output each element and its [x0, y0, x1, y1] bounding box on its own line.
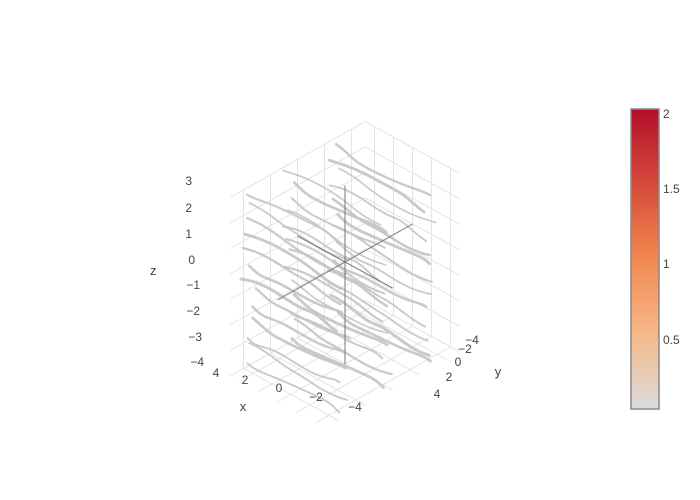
stream-tube[interactable]	[331, 197, 431, 257]
colorbar-gradient	[630, 108, 660, 410]
stream-tube[interactable]	[292, 181, 388, 234]
stream-tube[interactable]	[290, 337, 385, 389]
stream-tube[interactable]	[327, 158, 426, 214]
stream-tube[interactable]	[335, 240, 433, 295]
colorbar-tick: 2	[663, 107, 670, 121]
y-axis-ticks: −4 −2 0 2 4	[434, 333, 480, 401]
z-tick: −2	[186, 304, 200, 318]
stream-tube[interactable]	[282, 225, 380, 282]
colorbar-tick: 1.5	[663, 182, 680, 196]
z-tick: 3	[185, 174, 192, 188]
colorbar[interactable]: 2 1.5 1 0.5	[630, 107, 680, 410]
x-tick: 0	[276, 381, 283, 395]
x-axis-ticks: 4 2 0 −2 −4	[213, 366, 363, 414]
z-axis-title: z	[150, 263, 157, 278]
z-axis-ticks: 3 2 1 0 −1 −2 −3 −4	[185, 174, 204, 369]
stream-tube[interactable]	[329, 294, 431, 357]
stream-tube[interactable]	[251, 316, 348, 370]
z-tick: −3	[188, 330, 202, 344]
stream-tube[interactable]	[292, 293, 389, 347]
stream-tube[interactable]	[290, 197, 386, 249]
stream-tube[interactable]	[246, 362, 341, 414]
stream-tube[interactable]	[326, 269, 427, 328]
x-tick: 2	[242, 373, 249, 387]
y-tick: 0	[455, 355, 462, 369]
stream-tube[interactable]	[245, 193, 341, 245]
stream-tube[interactable]	[248, 264, 343, 314]
stream-tube[interactable]	[337, 311, 432, 363]
stream-tube[interactable]	[282, 169, 382, 226]
scene-3d[interactable]: 3 2 1 0 −1 −2 −3 −4 z 4 2 0 −2 −4 x −4 −…	[150, 121, 502, 424]
z-tick: 0	[188, 253, 195, 267]
x-axis-title: x	[240, 399, 247, 414]
stream-tube[interactable]	[337, 167, 437, 224]
z-tick: −1	[186, 278, 200, 292]
stream-tube[interactable]	[254, 287, 351, 340]
z-tick: −4	[190, 355, 204, 369]
stream-tube[interactable]	[239, 277, 338, 334]
x-tick: −2	[309, 390, 323, 404]
stream-tube[interactable]	[328, 184, 428, 242]
colorbar-tick: 0.5	[663, 333, 680, 347]
stream-tube[interactable]	[285, 237, 386, 295]
gridline	[239, 304, 375, 382]
colorbar-tick: 1	[663, 257, 670, 271]
stream-tube[interactable]	[246, 337, 341, 384]
y-tick: 4	[434, 387, 441, 401]
stream-tube[interactable]	[251, 305, 346, 354]
z-tick: 2	[185, 201, 192, 215]
y-tick: −2	[458, 342, 472, 356]
stream-tube[interactable]	[336, 213, 432, 266]
stream-tube[interactable]	[246, 217, 347, 276]
scene-axis-lines	[277, 185, 413, 364]
stream-tube[interactable]	[334, 142, 432, 197]
stream-tube[interactable]	[284, 265, 384, 323]
stream-tubes[interactable]	[239, 142, 437, 414]
y-tick: −4	[465, 333, 479, 347]
x-tick: −4	[348, 400, 362, 414]
z-tick: 1	[185, 227, 192, 241]
x-tick: 4	[213, 366, 220, 380]
y-tick: 2	[446, 370, 453, 384]
y-axis-title: y	[495, 364, 502, 379]
stream-tube[interactable]	[243, 232, 344, 291]
stream-tube[interactable]	[293, 317, 393, 376]
stream-tube[interactable]	[328, 282, 429, 342]
stream-tube[interactable]	[241, 246, 342, 306]
stream-tube[interactable]	[248, 342, 349, 401]
